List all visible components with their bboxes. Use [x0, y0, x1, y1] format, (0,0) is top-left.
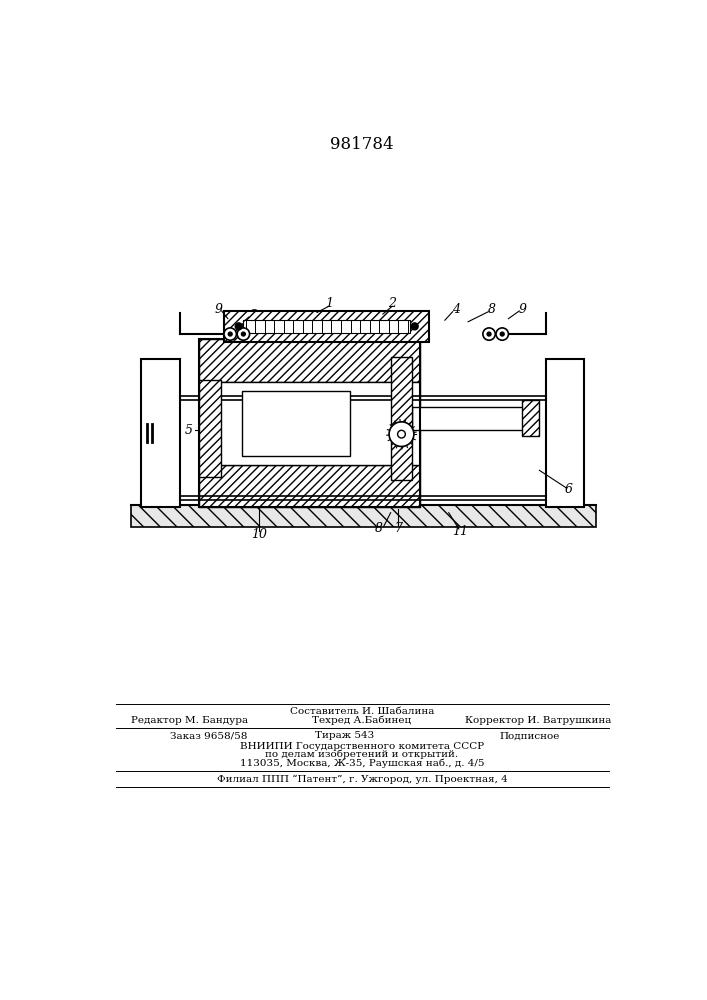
Circle shape: [237, 328, 250, 340]
Text: 3: 3: [250, 309, 257, 322]
Text: 4: 4: [452, 303, 460, 316]
Text: 5: 5: [185, 424, 193, 437]
Text: 981784: 981784: [330, 136, 394, 153]
Text: 8: 8: [487, 303, 496, 316]
Bar: [199, 339, 420, 507]
Text: Подписное: Подписное: [500, 732, 561, 740]
Circle shape: [496, 328, 508, 340]
Bar: [242, 391, 351, 456]
Circle shape: [397, 430, 405, 438]
Text: Заказ 9658/58: Заказ 9658/58: [170, 732, 247, 740]
Text: ВНИИПИ Государственного комитета СССР: ВНИИПИ Государственного комитета СССР: [240, 742, 484, 751]
Bar: [141, 359, 180, 507]
Bar: [199, 465, 420, 507]
Text: 2: 2: [388, 297, 396, 310]
Bar: [199, 382, 420, 465]
Text: Корректор И. Ватрушкина: Корректор И. Ватрушкина: [464, 716, 611, 725]
Bar: [391, 357, 412, 480]
Text: 7: 7: [395, 522, 402, 535]
Text: 1: 1: [325, 297, 332, 310]
Circle shape: [501, 332, 504, 336]
Text: 10: 10: [251, 528, 267, 541]
Text: Техред А.Бабинец: Техред А.Бабинец: [312, 716, 411, 725]
Text: 9: 9: [518, 303, 527, 316]
Circle shape: [224, 328, 236, 340]
Text: Редактор М. Бандура: Редактор М. Бандура: [131, 716, 247, 725]
Bar: [546, 359, 585, 507]
Text: 6: 6: [565, 483, 573, 496]
Bar: [131, 505, 596, 527]
Text: 11: 11: [452, 525, 468, 538]
Text: 9: 9: [215, 303, 223, 316]
Text: Тираж 543: Тираж 543: [315, 732, 374, 740]
Circle shape: [235, 323, 243, 330]
Circle shape: [487, 332, 491, 336]
Bar: [412, 407, 537, 430]
Circle shape: [228, 332, 232, 336]
Bar: [522, 400, 539, 436]
Text: 113035, Москва, Ж-35, Раушская наб., д. 4/5: 113035, Москва, Ж-35, Раушская наб., д. …: [240, 758, 484, 768]
Bar: [199, 339, 420, 382]
Text: Филиал ППП “Патент”, г. Ужгород, ул. Проектная, 4: Филиал ППП “Патент”, г. Ужгород, ул. Про…: [216, 774, 508, 784]
Circle shape: [411, 323, 418, 330]
Text: Составитель И. Шабалина: Составитель И. Шабалина: [290, 707, 434, 716]
Text: по делам изобретений и открытий.: по делам изобретений и открытий.: [265, 750, 459, 759]
Circle shape: [483, 328, 495, 340]
Circle shape: [241, 332, 245, 336]
Bar: [243, 320, 410, 333]
Bar: [224, 311, 429, 342]
Circle shape: [389, 422, 414, 446]
Text: 8: 8: [375, 522, 383, 535]
Bar: [199, 380, 221, 477]
